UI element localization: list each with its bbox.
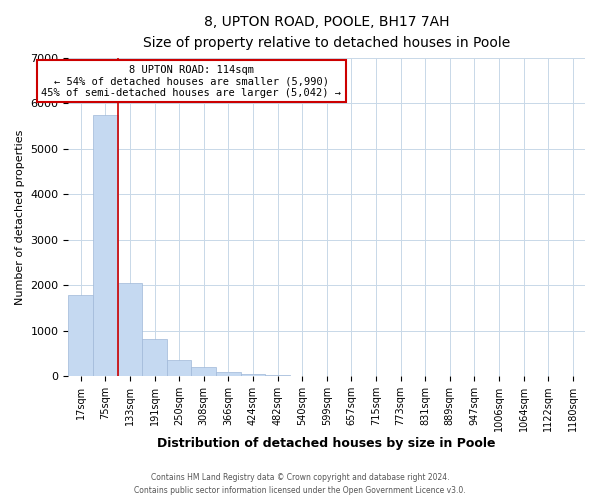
Bar <box>118 283 142 376</box>
Title: 8, UPTON ROAD, POOLE, BH17 7AH
Size of property relative to detached houses in P: 8, UPTON ROAD, POOLE, BH17 7AH Size of p… <box>143 15 511 50</box>
Bar <box>68 295 93 376</box>
Bar <box>191 366 216 376</box>
Text: 8 UPTON ROAD: 114sqm
← 54% of detached houses are smaller (5,990)
45% of semi-de: 8 UPTON ROAD: 114sqm ← 54% of detached h… <box>41 64 341 98</box>
Bar <box>142 339 167 376</box>
Bar <box>93 115 118 376</box>
X-axis label: Distribution of detached houses by size in Poole: Distribution of detached houses by size … <box>157 437 496 450</box>
Bar <box>241 374 265 376</box>
Y-axis label: Number of detached properties: Number of detached properties <box>15 130 25 304</box>
Bar <box>216 372 241 376</box>
Bar <box>167 360 191 376</box>
Text: Contains HM Land Registry data © Crown copyright and database right 2024.
Contai: Contains HM Land Registry data © Crown c… <box>134 474 466 495</box>
